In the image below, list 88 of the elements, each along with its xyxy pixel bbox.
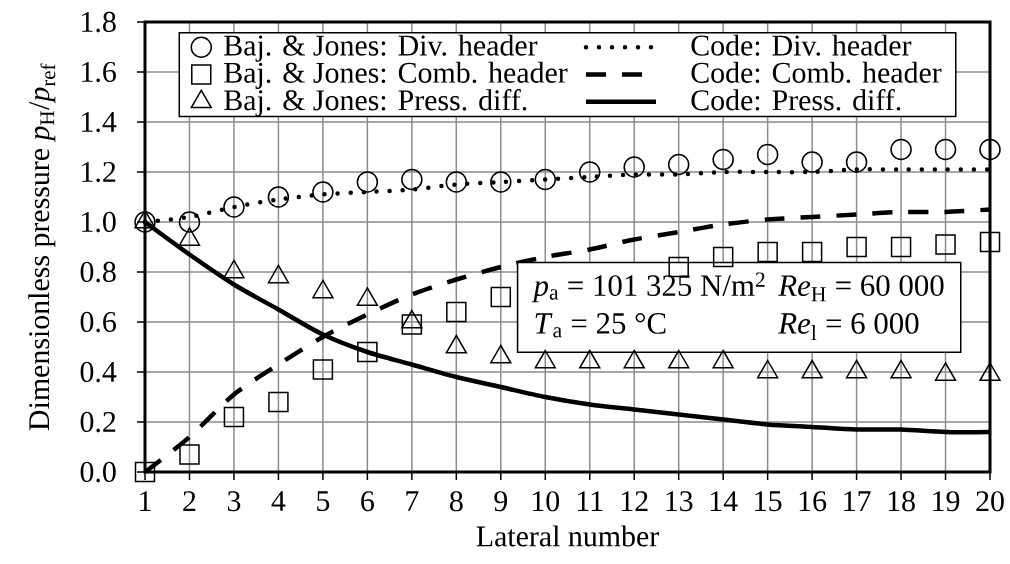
point [401, 309, 423, 329]
x-tick-label: 4 [271, 491, 286, 511]
point [223, 259, 245, 279]
point [845, 151, 868, 173]
point [979, 231, 1001, 253]
point [579, 349, 601, 369]
annotation: p$_{a}$ = 101 325 N/m$^{2}$ [531, 272, 765, 303]
point [934, 138, 957, 161]
y-tick-label: 0.8 [80, 261, 116, 283]
y-tick-label: 0.4 [80, 361, 117, 383]
point [445, 334, 468, 354]
point [490, 286, 512, 308]
x-tick-label: 10 [532, 491, 560, 512]
point [446, 301, 467, 323]
point [267, 264, 290, 284]
point [890, 236, 912, 258]
x-tick-label: 17 [844, 491, 871, 511]
y-tick-label: 1.6 [82, 61, 116, 83]
point [667, 153, 690, 176]
point [845, 359, 868, 379]
point [712, 349, 734, 369]
legend-label: Baj. & Jones: Press. diff. [224, 89, 527, 117]
point [890, 138, 912, 161]
legend-label: Baj. & Jones: Div. header [224, 34, 538, 62]
legend-label: Code: Press. diff. [691, 89, 901, 111]
point [846, 236, 867, 258]
y-axis-title: Dimensionless pressure p$_{H}$/p$_{ref}$ [28, 63, 56, 431]
x-tick-label: 19 [933, 491, 960, 512]
point [490, 344, 512, 364]
annotation: T$_{a}$ = 25 °C [535, 313, 666, 338]
legend-label: Baj. & Jones: Comb. header [224, 61, 568, 89]
x-tick-label: 2 [183, 491, 196, 511]
point [490, 171, 512, 193]
point [534, 168, 557, 191]
point [935, 234, 956, 255]
x-tick-label: 13 [666, 491, 693, 512]
y-tick-label: 0.6 [80, 311, 116, 333]
point [979, 138, 1001, 161]
point [401, 168, 423, 191]
point [623, 156, 645, 178]
y-tick-label: 0.0 [80, 461, 116, 483]
x-tick-label: 18 [888, 491, 915, 512]
x-tick-label: 5 [317, 491, 330, 512]
point [934, 362, 957, 381]
point [312, 181, 334, 203]
point [979, 362, 1001, 381]
point [312, 279, 334, 299]
point [801, 151, 823, 173]
x-tick-label: 20 [976, 491, 1004, 512]
point [223, 196, 245, 218]
x-tick-label: 6 [361, 491, 374, 512]
point [578, 161, 601, 183]
point [667, 349, 690, 369]
point [267, 186, 290, 208]
point [757, 241, 778, 263]
point [356, 287, 379, 306]
point [756, 359, 779, 379]
x-tick-label: 1 [140, 491, 151, 511]
x-tick-label: 14 [710, 491, 738, 511]
x-tick-label: 12 [621, 491, 648, 511]
point [801, 241, 823, 263]
annotation: Re$_{l}$ = 6 000 [778, 313, 919, 341]
point [712, 246, 734, 268]
point [534, 349, 556, 369]
y-tick-label: 1.8 [82, 11, 116, 33]
x-tick-label: 8 [449, 491, 463, 512]
x-tick-label: 16 [799, 491, 827, 512]
legend-label: Code: Div. header [691, 34, 912, 56]
x-tick-label: 7 [406, 491, 419, 511]
legend-label: Code: Comb. header [691, 61, 942, 83]
point [712, 148, 734, 171]
y-tick-label: 1.4 [82, 111, 117, 133]
point [623, 349, 645, 369]
x-tick-label: 11 [577, 491, 603, 511]
point [356, 171, 379, 193]
x-axis-title: Lateral number [476, 525, 659, 547]
x-tick-label: 9 [494, 491, 508, 512]
y-tick-label: 1.2 [82, 161, 116, 183]
y-tick-label: 1.0 [82, 211, 116, 233]
point [890, 359, 912, 379]
annotation: Re$_{H}$ = 60 000 [778, 275, 944, 302]
y-tick-label: 0.2 [80, 411, 116, 433]
point [756, 143, 779, 166]
point [178, 211, 201, 233]
x-tick-label: 15 [755, 491, 782, 512]
x-tick-label: 3 [227, 491, 241, 512]
point [801, 359, 823, 379]
point [445, 171, 468, 193]
